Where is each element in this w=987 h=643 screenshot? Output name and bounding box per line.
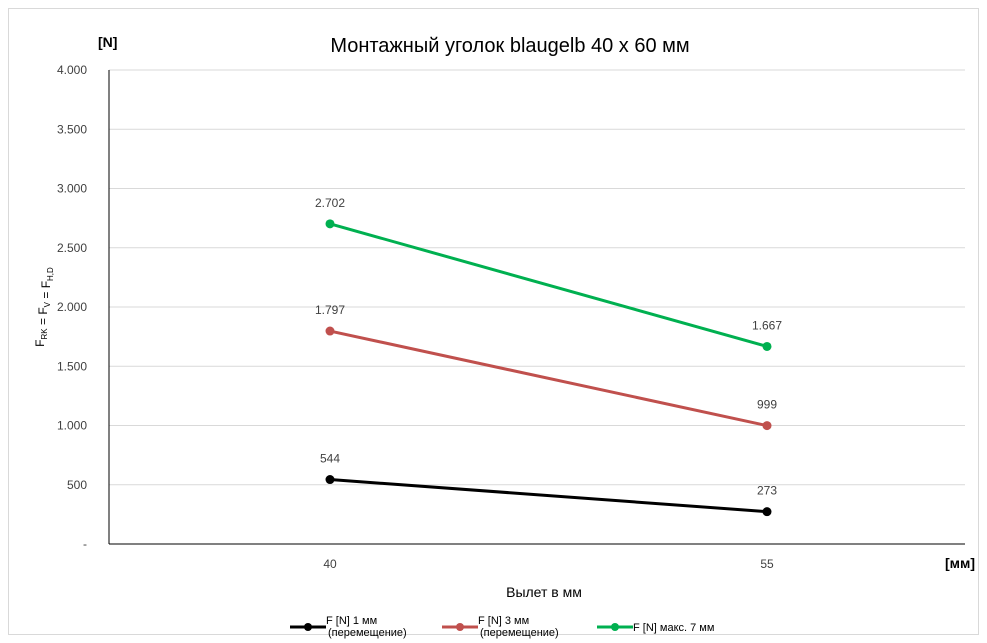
legend-swatch-marker: [304, 623, 312, 631]
data-point: [325, 219, 335, 229]
legend-item-3: F [N] макс. 7 мм: [597, 622, 714, 634]
grid-lines: [109, 69, 965, 486]
x-axis-title: Вылет в мм: [506, 584, 582, 600]
series-2: 1.797 999: [315, 303, 777, 431]
legend-item-1: F [N] 1 мм (перемещение): [290, 615, 407, 639]
data-point: [762, 421, 772, 431]
series-1: 544 273: [320, 452, 777, 517]
legend-swatch-marker: [456, 623, 464, 631]
chart-border: [8, 8, 979, 635]
data-point: [325, 326, 335, 336]
legend-label: F [N] макс. 7 мм: [633, 622, 714, 634]
y-axis-title: FRK = FV = FH,D: [33, 267, 55, 347]
legend-label: F [N] 1 мм (перемещение): [326, 615, 407, 639]
data-point: [762, 507, 772, 517]
data-point: [762, 341, 772, 351]
data-label: 544: [320, 452, 340, 466]
data-label: 1.797: [315, 303, 345, 317]
y-tick-label: 3.500: [57, 122, 87, 136]
legend-swatch-marker: [611, 623, 619, 631]
y-tick-labels: - 500 1.000 1.500 2.000 2.500 3.000 3.500 4.000: [57, 63, 87, 551]
y-tick-label: 500: [67, 478, 87, 492]
legend-item-2: F [N] 3 мм (перемещение): [442, 615, 559, 639]
series-line: [329, 222, 768, 348]
y-axis-title-subscript: RK: [40, 328, 49, 340]
x-unit-label: [мм]: [945, 555, 975, 571]
y-axis-title-subscript: H,D: [46, 267, 55, 281]
legend-label: F [N] 3 мм (перемещение): [478, 615, 559, 639]
y-tick-label: 4.000: [57, 63, 87, 77]
y-axis-title-part: F: [33, 339, 47, 346]
series: 544 273 1.797 999 2.702 1.667: [315, 196, 782, 517]
x-tick-labels: 40 55: [323, 557, 774, 571]
chart-title: Монтажный уголок blaugelb 40 x 60 мм: [330, 35, 689, 57]
y-axis-title-part: = F: [36, 307, 50, 328]
data-point: [325, 475, 335, 485]
y-tick-label: 2.000: [57, 300, 87, 314]
data-label: 273: [757, 484, 777, 498]
y-tick-label: -: [83, 537, 87, 551]
series-line: [329, 478, 768, 514]
x-tick-label: 40: [323, 557, 337, 571]
y-unit-label: [N]: [98, 34, 117, 50]
data-label: 1.667: [752, 318, 782, 332]
y-tick-label: 1.500: [57, 359, 87, 373]
x-tick-label: 55: [760, 557, 774, 571]
y-tick-label: 2.500: [57, 241, 87, 255]
series-line: [329, 329, 768, 428]
y-tick-label: 1.000: [57, 419, 87, 433]
data-label: 2.702: [315, 196, 345, 210]
y-axis-title-subscript: V: [43, 301, 52, 307]
axes: [108, 70, 965, 545]
series-3: 2.702 1.667: [315, 196, 782, 351]
y-axis-title-part: = F: [39, 281, 53, 302]
y-tick-label: 3.000: [57, 182, 87, 196]
legend: F [N] 1 мм (перемещение) F [N] 3 мм (переме…: [290, 615, 714, 639]
data-label: 999: [757, 398, 777, 412]
